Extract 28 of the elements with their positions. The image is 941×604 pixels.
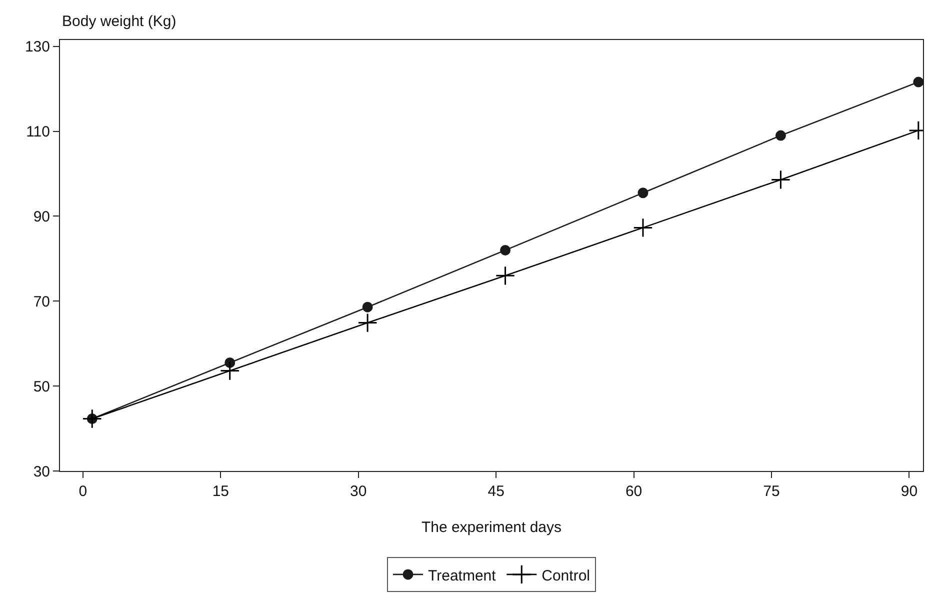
point xyxy=(358,312,378,333)
y-tick-label: 130 xyxy=(24,38,50,56)
y-tick-label: 90 xyxy=(33,208,50,226)
x-tick-label: 0 xyxy=(78,483,88,500)
y-tick-label: 110 xyxy=(26,124,50,141)
legend-label: Treatment xyxy=(428,567,497,584)
y-tick-label: 70 xyxy=(33,293,50,310)
point xyxy=(913,76,923,88)
point xyxy=(362,302,373,312)
point xyxy=(82,408,102,429)
y-tick-label: 50 xyxy=(33,378,50,396)
x-tick-label: 15 xyxy=(212,483,230,500)
x-tick-label: 60 xyxy=(625,483,642,500)
point xyxy=(500,244,511,256)
x-tick-label: 90 xyxy=(900,483,918,500)
x-tick-label: 30 xyxy=(350,483,367,500)
point xyxy=(633,218,653,238)
legend-label: Control xyxy=(542,567,590,584)
point xyxy=(775,130,786,141)
point xyxy=(495,266,516,286)
x-tick-label: 45 xyxy=(488,483,504,500)
y-tick-label: 30 xyxy=(33,463,50,480)
point xyxy=(220,360,240,381)
y-axis-title: Body weight (Kg) xyxy=(62,13,176,30)
point xyxy=(770,170,791,190)
point xyxy=(638,188,648,198)
x-axis-title: The experiment days xyxy=(421,519,562,536)
x-tick-label: 75 xyxy=(763,483,780,500)
